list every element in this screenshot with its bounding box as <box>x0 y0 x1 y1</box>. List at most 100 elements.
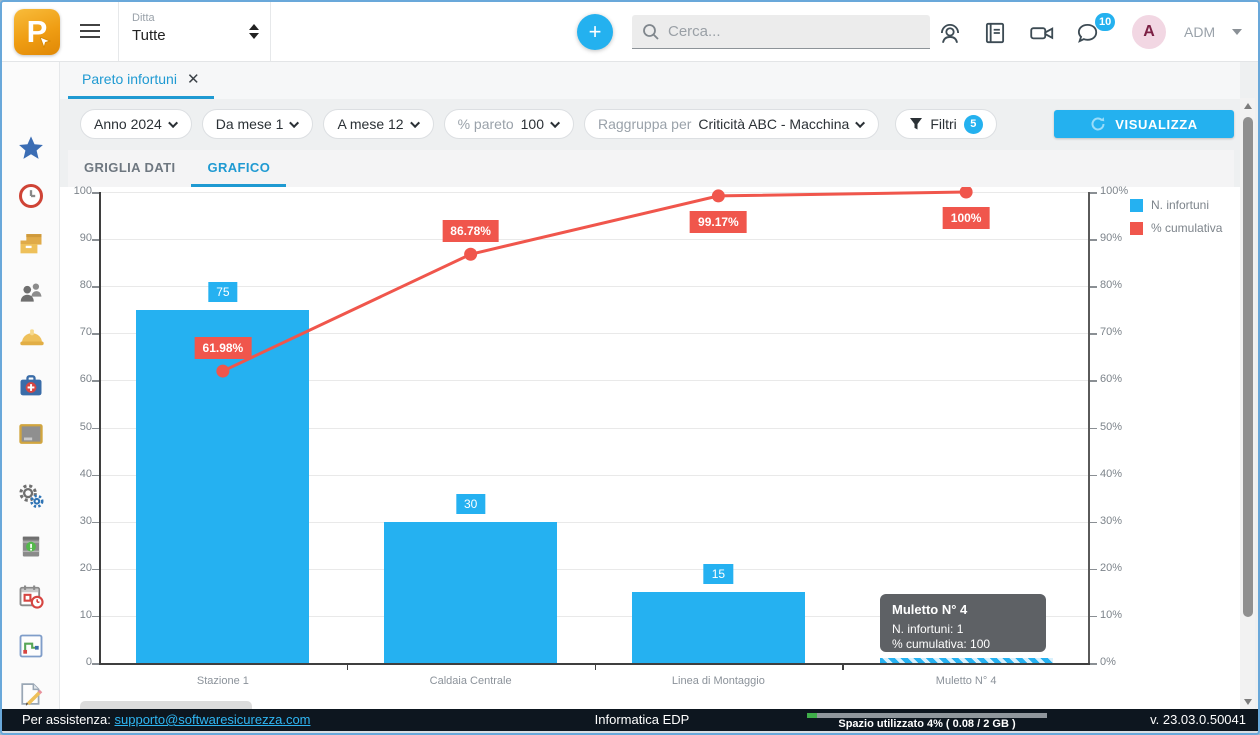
gridline <box>101 474 1089 476</box>
tab-pareto-infortuni[interactable]: Pareto infortuni ✕ <box>68 62 214 99</box>
gridline <box>101 427 1089 429</box>
cumulative-percent-label: 99.17% <box>690 210 747 233</box>
legend-entry: N. infortuni <box>1130 198 1222 212</box>
bar-Caldaia Centrale[interactable] <box>384 521 558 663</box>
support-operator-icon <box>940 24 960 43</box>
chat-button[interactable] <box>1069 16 1105 50</box>
vertical-scrollbar-thumb[interactable] <box>1242 117 1253 617</box>
sidebar-item-settings[interactable] <box>17 482 45 510</box>
x-axis-tick <box>594 665 596 670</box>
bar-value-label: 15 <box>703 564 734 585</box>
tab-grafico[interactable]: GRAFICO <box>191 150 287 187</box>
people-icon <box>20 283 42 302</box>
tab-close-icon[interactable]: ✕ <box>186 70 200 88</box>
support-email-link[interactable]: supporto@softwaresicurezza.com <box>114 712 311 727</box>
clock-icon <box>18 183 44 209</box>
tab-label: Pareto infortuni <box>82 71 177 87</box>
filter-da-mese[interactable]: Da mese 1 <box>201 109 314 139</box>
y-axis-tick-label: 90 <box>79 232 92 245</box>
y-axis-tick-label: 90% <box>1100 232 1123 245</box>
gridline <box>101 521 1089 523</box>
scroll-up-arrow[interactable] <box>1240 98 1255 113</box>
sidebar-item-chemicals[interactable] <box>17 532 45 560</box>
sidebar-item-edit-notes[interactable] <box>17 680 45 708</box>
legend-swatch-line <box>1130 221 1143 235</box>
y-axis-tick <box>1090 286 1097 288</box>
sidebar-item-scheduler[interactable] <box>17 582 45 610</box>
cumulative-percent-label: 100% <box>942 207 990 229</box>
chevron-down-icon <box>289 117 300 128</box>
filter-count-badge: 5 <box>963 114 983 134</box>
chart-tooltip: Muletto N° 4 N. infortuni: 1 % cumulativ… <box>880 594 1046 652</box>
bar-Linea di Montaggio[interactable] <box>631 592 805 663</box>
tooltip-line: N. infortuni: 1 <box>892 622 964 636</box>
refresh-icon <box>1091 117 1105 131</box>
bar-Muletto N° 4[interactable] <box>879 658 1053 663</box>
y-axis-tick-label: 10% <box>1100 608 1123 621</box>
x-axis-tick <box>346 665 349 670</box>
version-label: v. 23.03.0.50041 <box>1150 712 1246 727</box>
search-input[interactable] <box>668 23 920 40</box>
filter-anno[interactable]: Anno 2024 <box>80 109 192 139</box>
avatar[interactable]: A <box>1132 15 1166 49</box>
sidebar-item-archive[interactable] <box>17 230 45 258</box>
divider <box>270 2 271 61</box>
pareto-chart: 0 10 20 30 40 50 60 70 80 90 100 0% 10% 20% 30% 40% 50%… <box>60 185 1240 709</box>
filter-raggruppa[interactable]: Raggruppa per Criticità ABC - Macchina <box>584 109 880 139</box>
sidebar-item-monitor[interactable] <box>17 420 45 448</box>
y-axis-tick <box>92 521 99 524</box>
y-axis-tick <box>92 427 99 429</box>
gears-icon <box>19 484 44 508</box>
tab-griglia-dati[interactable]: GRIGLIA DATI <box>84 159 176 175</box>
sidebar-item-process-flow[interactable] <box>17 632 45 660</box>
y-axis-tick-label: 60 <box>79 373 92 386</box>
company-value: Tutte <box>132 27 166 44</box>
sidebar-item-people[interactable] <box>17 278 45 306</box>
y-axis-tick <box>92 380 99 382</box>
filter-a-mese[interactable]: A mese 12 <box>323 109 434 139</box>
filter-pareto[interactable]: % pareto 100 <box>443 109 574 139</box>
star-icon <box>19 136 43 159</box>
y-axis-tick <box>1090 568 1097 571</box>
visualizza-button[interactable]: VISUALIZZA <box>1054 110 1234 138</box>
sidebar-item-first-aid[interactable] <box>17 372 45 400</box>
sidebar-item-safety[interactable] <box>17 324 45 352</box>
bar-value-label: 30 <box>455 493 486 514</box>
x-axis-label: Linea di Montaggio <box>671 675 765 687</box>
filtri-button[interactable]: Filtri 5 <box>895 109 997 139</box>
chevron-down-icon <box>409 117 420 128</box>
line-point <box>464 247 478 261</box>
cumulative-percent-label: 61.98% <box>194 337 252 360</box>
company-selector[interactable]: Ditta Tutte <box>132 12 262 44</box>
user-menu-chevron-icon[interactable] <box>1232 29 1242 35</box>
y-axis-tick-label: 40 <box>79 467 92 480</box>
manual-button[interactable] <box>977 16 1013 50</box>
sidebar-item-time[interactable] <box>17 182 45 210</box>
x-axis-label: Caldaia Centrale <box>429 675 512 687</box>
horizontal-scrollbar-thumb[interactable] <box>80 701 252 710</box>
vertical-scrollbar[interactable] <box>1240 98 1255 709</box>
company-selector-arrows-icon[interactable] <box>249 24 259 39</box>
add-button[interactable]: + <box>577 14 613 50</box>
y-axis-tick <box>1090 239 1097 241</box>
menu-hamburger-icon[interactable] <box>80 24 100 42</box>
window-bottom-strip <box>2 731 1258 733</box>
y-axis-tick <box>1090 192 1097 194</box>
video-button[interactable] <box>1024 16 1060 50</box>
gridline <box>101 380 1089 382</box>
chevron-down-icon <box>550 117 561 128</box>
y-axis-tick-label: 10 <box>79 608 92 621</box>
y-axis-tick-label: 50 <box>79 420 92 433</box>
y-axis-tick-label: 50% <box>1100 420 1123 433</box>
bar-Stazione 1[interactable] <box>136 309 310 663</box>
manual-book-icon <box>985 22 1005 44</box>
sidebar-item-favorites[interactable] <box>17 134 45 162</box>
chart-legend: N. infortuni % cumulativa <box>1130 198 1222 244</box>
scroll-down-arrow[interactable] <box>1240 694 1255 709</box>
app-logo[interactable]: P <box>14 9 60 55</box>
y-axis-tick <box>92 239 99 241</box>
support-button[interactable] <box>932 16 968 50</box>
sidebar <box>2 62 60 709</box>
y-axis-tick-label: 100% <box>1100 185 1129 197</box>
y-axis-tick-label: 100 <box>73 185 92 197</box>
